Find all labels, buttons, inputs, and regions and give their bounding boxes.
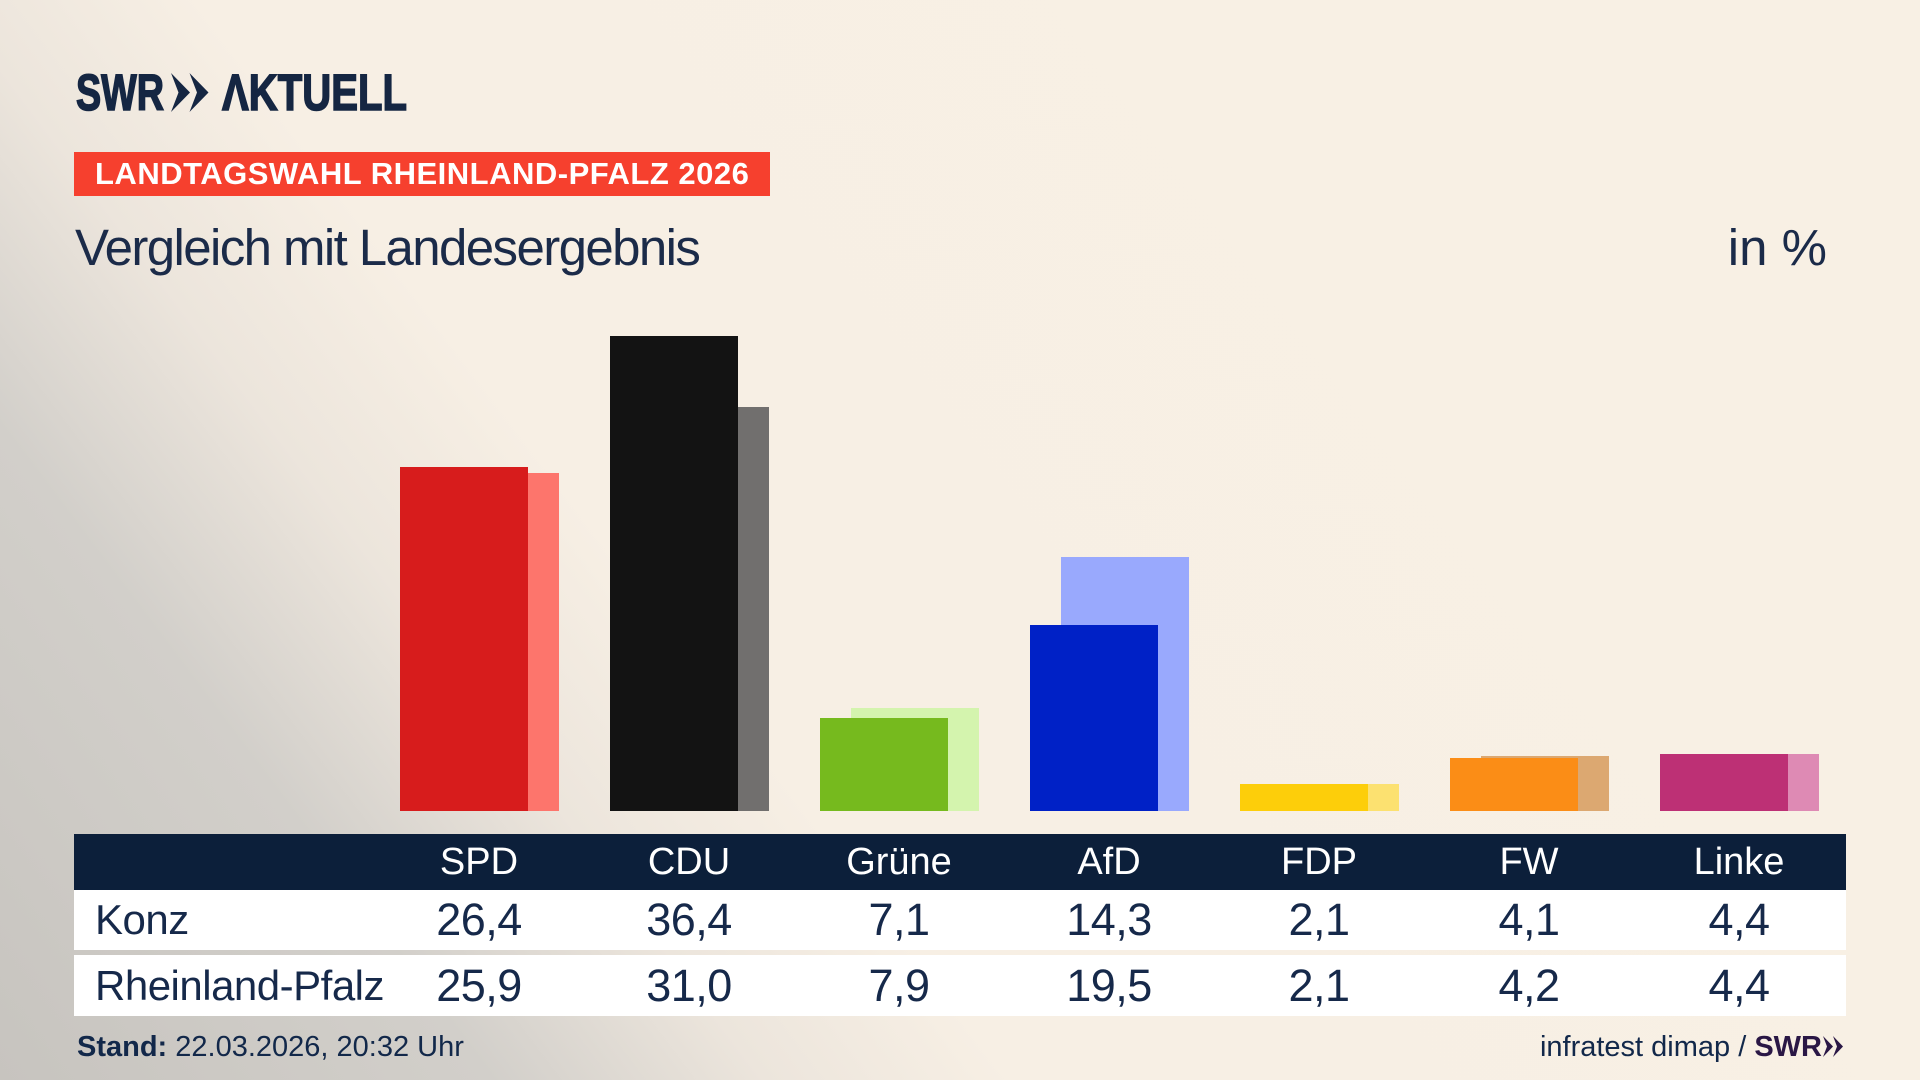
svg-text:SWR: SWR	[76, 64, 164, 121]
svg-text:ΛKTUELL: ΛKTUELL	[222, 64, 407, 121]
